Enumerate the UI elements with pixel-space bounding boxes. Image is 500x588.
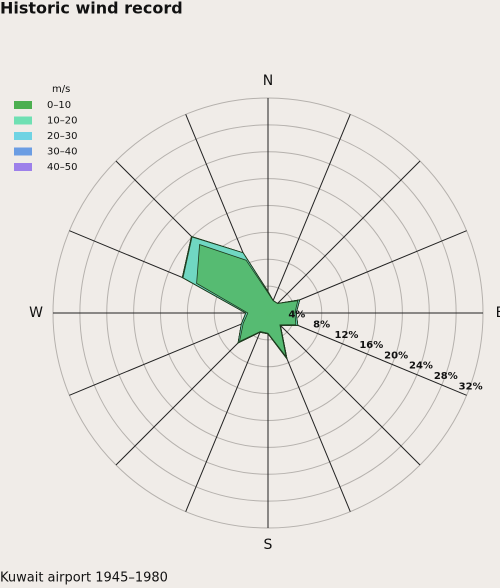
- legend-title: m/s: [52, 84, 70, 95]
- spoke: [267, 160, 421, 314]
- r-tick-label: 20%: [384, 350, 408, 361]
- r-tick-label: 12%: [335, 330, 359, 341]
- spoke: [267, 230, 467, 314]
- footnote: Kuwait airport 1945–1980: [0, 571, 168, 586]
- legend-swatch: [14, 163, 32, 171]
- spoke: [267, 114, 351, 314]
- direction-label: W: [29, 305, 43, 321]
- r-tick-label: 32%: [459, 381, 483, 392]
- spoke: [69, 312, 269, 396]
- direction-label: S: [264, 537, 273, 553]
- r-tick-label: 28%: [434, 371, 458, 382]
- spoke: [185, 312, 269, 512]
- direction-label: E: [496, 305, 500, 321]
- r-tick-label: 8%: [313, 320, 330, 331]
- spoke: [267, 312, 421, 466]
- r-tick-label: 16%: [359, 340, 383, 351]
- r-tick-label: 4%: [288, 309, 305, 320]
- legend-swatch: [14, 147, 32, 156]
- legend-label: 0–10: [47, 100, 71, 111]
- legend-label: 20–30: [47, 131, 77, 142]
- legend-label: 30–40: [47, 147, 77, 158]
- wind-area: [196, 244, 299, 357]
- legend-swatch: [14, 101, 32, 109]
- direction-label: N: [263, 73, 273, 89]
- r-tick-label: 24%: [409, 361, 433, 372]
- chart-title: Historic wind record: [0, 0, 183, 18]
- legend-label: 10–20: [47, 116, 77, 127]
- spoke: [267, 312, 467, 396]
- legend-swatch: [14, 132, 32, 140]
- legend-swatch: [14, 116, 32, 125]
- legend-label: 40–50: [47, 162, 77, 173]
